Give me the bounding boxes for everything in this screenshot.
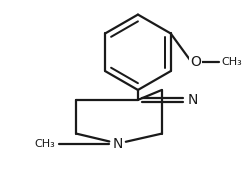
Text: N: N <box>188 93 198 107</box>
Text: CH₃: CH₃ <box>222 57 242 67</box>
Text: CH₃: CH₃ <box>35 138 55 149</box>
Text: N: N <box>113 137 123 150</box>
Text: O: O <box>190 55 201 69</box>
